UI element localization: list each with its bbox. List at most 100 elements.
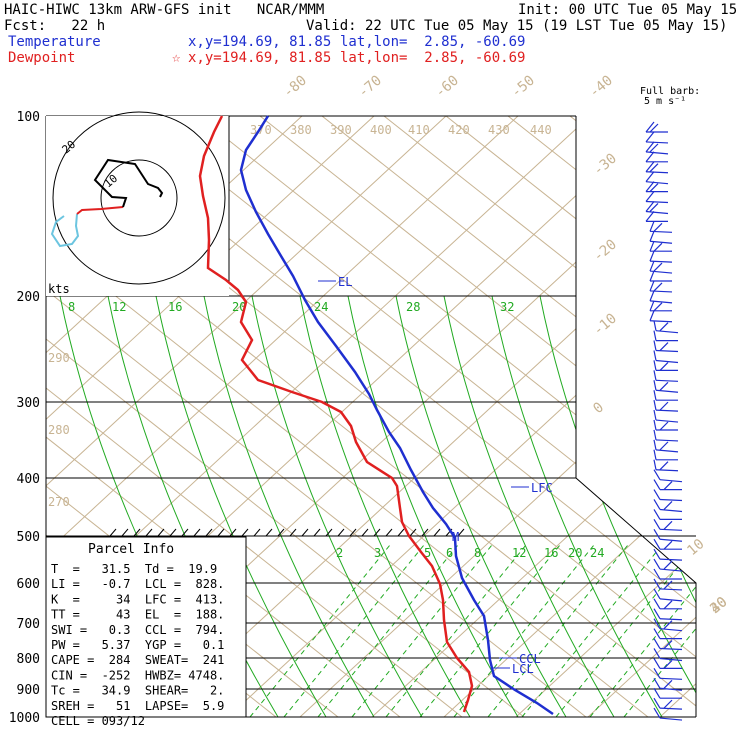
wind-barb-shaft xyxy=(653,469,661,480)
isotherm-line xyxy=(443,116,696,717)
wind-barb-feather xyxy=(649,163,659,173)
hodograph-ring xyxy=(52,111,226,285)
theta-label: 410 xyxy=(408,123,430,137)
wind-barb-shaft xyxy=(653,538,661,550)
parcel-info-row: LI = -0.7 LCL = 828. xyxy=(51,577,224,591)
parcel-info-panel: Parcel Info T = 31.5 Td = 19.9LI = -0.7 L… xyxy=(45,536,247,728)
wind-barb-flag xyxy=(659,687,683,691)
wind-barb-shaft xyxy=(653,439,657,450)
wind-barb-feather xyxy=(659,461,669,471)
mixing-ratio-line xyxy=(351,544,493,717)
isotherm-label: -60 xyxy=(432,73,462,102)
wind-barb-flag xyxy=(659,707,683,710)
theta-label: 440 xyxy=(530,123,552,137)
mixing-ratio-label: 12 xyxy=(112,300,126,314)
wind-barb-shaft xyxy=(653,479,661,490)
isotherm-label: 10 xyxy=(684,536,707,559)
wind-barb-shaft xyxy=(653,419,657,431)
wind-barb-shaft xyxy=(645,191,655,202)
barb-legend-units: 5 m s⁻¹ xyxy=(644,96,687,107)
freezing-hatch xyxy=(433,528,441,537)
wind-barb-shaft xyxy=(653,618,661,629)
pressure-tick-label: 900 xyxy=(17,683,40,698)
hodograph-mid-trace xyxy=(76,206,124,215)
wind-barb-shaft xyxy=(653,360,657,371)
wind-barb-shaft xyxy=(645,201,655,212)
wind-barb-shaft xyxy=(645,171,655,183)
dry-adiabat-line xyxy=(46,116,463,717)
wind-barb-flag xyxy=(645,171,669,174)
level-label: LCL xyxy=(512,662,534,676)
wind-barb-shaft xyxy=(653,548,661,560)
theta-label: 430 xyxy=(488,123,510,137)
mixing-ratio-label: 3 xyxy=(374,546,381,560)
pressure-tick-label: 200 xyxy=(17,290,40,305)
wind-barb-feather xyxy=(659,421,669,431)
dry-adiabat-line xyxy=(46,116,587,717)
wind-barb-shaft xyxy=(649,280,655,292)
temperature-legend-label: Temperature xyxy=(8,34,101,50)
isotherm-line xyxy=(659,116,696,717)
wind-barb-shaft xyxy=(645,151,655,163)
parcel-marker: M xyxy=(452,530,459,544)
isotherm-label: -30 xyxy=(590,151,620,180)
isotherm-line xyxy=(299,116,696,717)
wind-barb-shaft xyxy=(645,131,655,143)
wind-barb-shaft xyxy=(645,141,655,153)
freezing-hatch xyxy=(121,528,129,537)
wind-barb-flag xyxy=(655,389,679,393)
freezing-hatch xyxy=(361,528,369,537)
parcel-info-row: T = 31.5 Td = 19.9 xyxy=(51,562,217,576)
wind-barb-shaft xyxy=(653,697,661,709)
wind-barb-feather xyxy=(649,203,659,212)
isotherm-line xyxy=(227,116,696,717)
hodograph-units: kts xyxy=(48,282,70,296)
pressure-tick-label: 700 xyxy=(17,617,40,632)
freezing-hatch xyxy=(277,528,285,537)
parcel-info-row: Tc = 34.9 SHEAR= 2. xyxy=(51,684,224,698)
isotherm-line xyxy=(155,116,696,717)
dry-adiabat-line xyxy=(693,116,696,717)
mixing-ratio-line xyxy=(555,544,696,717)
parcel-info-row: CIN = -252 HWBZ= 4748. xyxy=(51,668,224,682)
wind-barb-feather xyxy=(659,381,669,391)
parcel-info-row: SWI = 0.3 CCL = 794. xyxy=(51,623,224,637)
mixing-ratio-line xyxy=(589,544,696,717)
moist-adiabat-curve xyxy=(347,295,519,717)
mixing-ratio-label: 32 xyxy=(500,300,514,314)
wind-barb-shaft xyxy=(653,350,657,361)
isotherm-label: 40 xyxy=(707,594,730,617)
isotherm-label: -80 xyxy=(280,73,310,102)
dry-adiabat-line xyxy=(46,116,525,717)
isotherm-label: -50 xyxy=(508,73,538,102)
wind-barb-flag xyxy=(655,379,679,382)
wind-barb-shaft xyxy=(653,429,657,441)
wind-barb-shaft xyxy=(653,509,661,520)
freezing-hatch xyxy=(253,528,261,537)
freezing-hatch xyxy=(325,528,333,537)
moist-adiabat-curve xyxy=(155,295,327,717)
dry-adiabat-line xyxy=(445,116,696,717)
theta-label: 370 xyxy=(250,123,272,137)
freezing-hatch xyxy=(229,528,237,537)
isotherm-label: -40 xyxy=(586,73,616,102)
pressure-tick-label: 600 xyxy=(17,577,40,592)
wind-barb-feather xyxy=(663,501,673,510)
wind-barb-feather xyxy=(663,481,673,491)
theta-label: 420 xyxy=(448,123,470,137)
mixing-ratio-label: 8 xyxy=(474,546,481,560)
mixing-ratio-label: 2 xyxy=(336,546,343,560)
mixing-ratio-label: 6 xyxy=(446,546,453,560)
mixing-ratio-line xyxy=(487,544,629,717)
wind-barb-shaft xyxy=(653,499,661,510)
freezing-hatch xyxy=(241,528,249,537)
freezing-hatch xyxy=(145,528,153,537)
freezing-hatch xyxy=(337,528,345,537)
wind-barb-shaft xyxy=(653,449,657,460)
temperature-line xyxy=(239,115,554,716)
dry-adiabat-line xyxy=(135,116,696,717)
hodograph-background xyxy=(46,116,229,296)
mixing-ratio-line xyxy=(385,544,527,717)
parcel-info-box xyxy=(45,536,247,718)
